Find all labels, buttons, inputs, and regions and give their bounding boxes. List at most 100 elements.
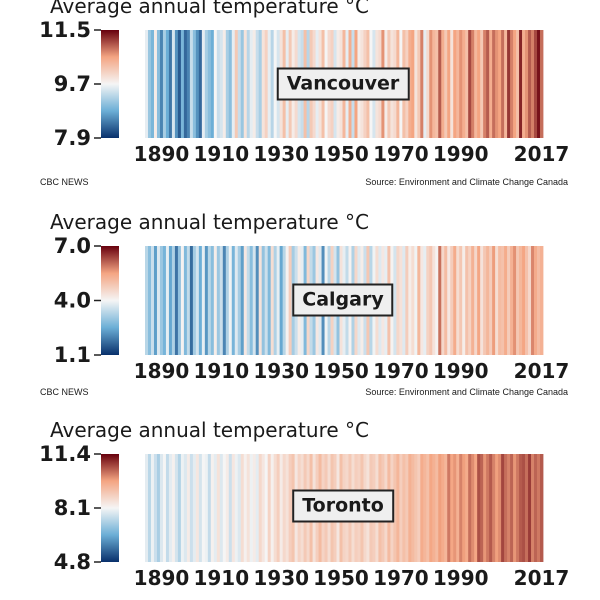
- year-stripe: [447, 454, 451, 562]
- year-stripe: [270, 246, 275, 355]
- year-stripe: [405, 454, 409, 562]
- year-stripe: [165, 454, 170, 562]
- year-stripe: [450, 246, 454, 355]
- year-stripe: [231, 246, 236, 355]
- year-stripe: [195, 454, 200, 562]
- colorbar-tick-label: 1.1: [54, 343, 91, 367]
- year-stripe: [237, 246, 242, 355]
- year-stripe: [525, 454, 529, 562]
- x-tick-label: 2017: [514, 566, 570, 590]
- year-stripe: [432, 454, 436, 562]
- year-stripe: [195, 30, 200, 138]
- year-stripe: [429, 454, 433, 562]
- colorbar-tick-label: 4.0: [54, 289, 91, 313]
- year-stripe: [426, 246, 430, 355]
- year-stripe: [210, 30, 215, 138]
- x-tick-label: 1950: [313, 566, 369, 590]
- year-stripe: [498, 454, 502, 562]
- year-stripe: [171, 454, 176, 562]
- year-stripe: [249, 246, 254, 355]
- year-stripe: [156, 30, 161, 138]
- year-stripe: [426, 30, 430, 138]
- year-stripe: [264, 30, 269, 138]
- year-stripe: [267, 246, 272, 355]
- year-stripe: [201, 454, 206, 562]
- year-stripe: [453, 246, 457, 355]
- year-stripe: [288, 454, 293, 562]
- year-stripe: [531, 30, 535, 138]
- year-stripe: [240, 246, 245, 355]
- year-stripe: [444, 454, 448, 562]
- year-stripe: [438, 30, 442, 138]
- year-stripe: [483, 30, 487, 138]
- year-stripe: [267, 454, 272, 562]
- year-stripe: [477, 246, 481, 355]
- year-stripe: [249, 454, 254, 562]
- year-stripe: [228, 30, 233, 138]
- year-stripe: [204, 30, 209, 138]
- year-stripe: [186, 246, 191, 355]
- year-stripe: [495, 30, 499, 138]
- year-stripe: [222, 454, 227, 562]
- year-stripe: [207, 454, 212, 562]
- x-tick-label: 1910: [193, 566, 249, 590]
- year-stripe: [414, 454, 418, 562]
- city-label: Toronto: [292, 489, 394, 523]
- x-tick-label: 1970: [373, 142, 429, 166]
- year-stripe: [504, 454, 508, 562]
- year-stripe: [465, 30, 469, 138]
- year-stripe: [420, 30, 424, 138]
- year-stripe: [393, 246, 397, 355]
- year-stripe: [165, 246, 170, 355]
- year-stripe: [216, 246, 221, 355]
- x-tick-label: 2017: [514, 142, 570, 166]
- year-stripe: [171, 246, 176, 355]
- year-stripe: [171, 30, 176, 138]
- colorbar-tick-label: 8.1: [54, 496, 91, 520]
- year-stripe: [246, 246, 251, 355]
- year-stripe: [423, 454, 427, 562]
- year-stripe: [156, 246, 161, 355]
- year-stripe: [408, 246, 412, 355]
- year-stripe: [153, 30, 158, 138]
- x-tick-label: 1910: [193, 359, 249, 383]
- year-stripe: [408, 30, 412, 138]
- year-stripe: [408, 454, 412, 562]
- year-stripe: [153, 454, 158, 562]
- colorbar: [101, 454, 119, 562]
- year-stripe: [249, 30, 254, 138]
- year-stripe: [396, 246, 400, 355]
- year-stripe: [267, 30, 272, 138]
- year-stripe: [180, 454, 185, 562]
- year-stripe: [198, 30, 203, 138]
- x-tick-label: 1950: [313, 359, 369, 383]
- year-stripe: [525, 30, 529, 138]
- year-stripe: [183, 454, 188, 562]
- year-stripe: [492, 454, 496, 562]
- year-stripe: [177, 246, 182, 355]
- year-stripe: [222, 30, 227, 138]
- year-stripe: [510, 30, 514, 138]
- year-stripe: [198, 246, 203, 355]
- x-tick-label: 1990: [433, 566, 489, 590]
- year-stripe: [534, 454, 538, 562]
- year-stripe: [180, 246, 185, 355]
- year-stripe: [474, 30, 478, 138]
- year-stripe: [204, 454, 209, 562]
- year-stripe: [465, 454, 469, 562]
- year-stripe: [453, 30, 457, 138]
- year-stripe: [150, 454, 155, 562]
- footer-credit: CBC NEWS: [40, 387, 89, 397]
- year-stripe: [396, 454, 400, 562]
- year-stripe: [192, 246, 197, 355]
- year-stripe: [456, 246, 460, 355]
- year-stripe: [447, 30, 451, 138]
- year-stripe: [450, 30, 454, 138]
- year-stripe: [153, 246, 158, 355]
- year-stripe: [237, 30, 242, 138]
- year-stripe: [168, 30, 173, 138]
- year-stripe: [189, 30, 194, 138]
- year-stripe: [516, 30, 520, 138]
- year-stripe: [273, 454, 278, 562]
- year-stripe: [507, 454, 511, 562]
